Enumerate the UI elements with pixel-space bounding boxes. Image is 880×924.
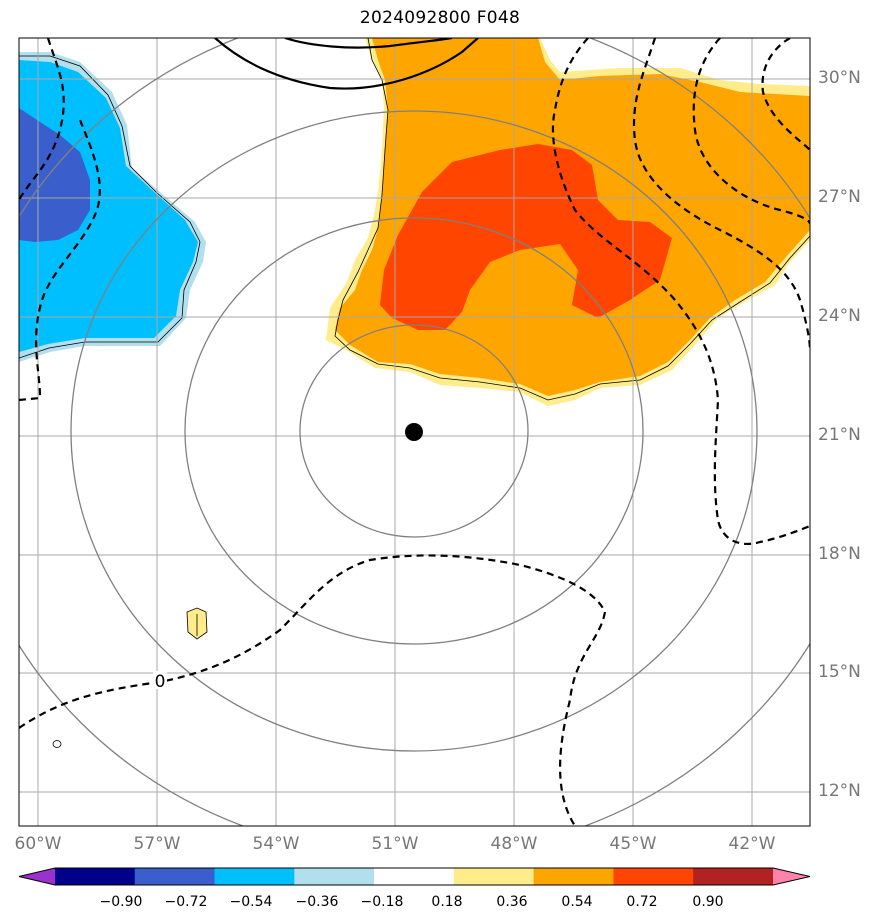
range-ring-2 xyxy=(184,217,644,645)
lat-label-15n: 15°N xyxy=(818,662,861,682)
range-ring-1 xyxy=(299,324,529,538)
positive-anomaly-red xyxy=(380,144,672,330)
colorbar-tick-label: −0.54 xyxy=(229,894,273,910)
lon-label-45w: 45°W xyxy=(609,834,657,854)
colorbar-segment xyxy=(613,868,694,885)
colorbar-segment xyxy=(453,868,535,885)
lat-gridlines xyxy=(19,78,810,793)
negative-anomaly-medium xyxy=(19,60,198,352)
colorbar-tick-label: 0.54 xyxy=(561,894,593,910)
colorbar-tick-label: −0.18 xyxy=(360,894,404,910)
colorbar-extend-low xyxy=(19,868,55,885)
lat-label-12n: 12°N xyxy=(818,781,861,801)
storm-center-marker xyxy=(405,423,423,441)
range-ring-3 xyxy=(70,110,758,752)
lon-label-54w: 54°W xyxy=(252,834,300,854)
lat-label-21n: 21°N xyxy=(818,425,861,445)
colorbar-outline xyxy=(18,867,811,886)
colorbar-segment xyxy=(55,868,136,885)
lon-label-42w: 42°W xyxy=(728,834,776,854)
colorbar-tick-label: 0.36 xyxy=(496,894,528,910)
negative-anomaly-outline xyxy=(19,55,201,359)
colorbar-segment xyxy=(374,868,455,885)
lat-label-30n: 30°N xyxy=(818,68,861,88)
colorbar-extend-high xyxy=(773,868,810,885)
colorbar-tick-label: 0.90 xyxy=(692,894,724,910)
lon-label-51w: 51°W xyxy=(371,834,419,854)
colorbar xyxy=(18,867,811,886)
negative-anomaly-dark xyxy=(19,108,90,242)
small-contour-loop xyxy=(52,740,62,748)
positive-anomaly-outline xyxy=(334,38,810,401)
colorbar-tick-label: 0.18 xyxy=(431,894,463,910)
lat-label-24n: 24°N xyxy=(818,306,861,326)
colorbar-segment xyxy=(214,868,295,885)
range-rings xyxy=(19,38,810,826)
dashed-contours xyxy=(19,38,810,826)
colorbar-tick-label: −0.36 xyxy=(295,894,339,910)
contour-label: 0 xyxy=(155,672,166,692)
lon-label-57w: 57°W xyxy=(133,834,181,854)
solid-contour-1 xyxy=(214,38,479,90)
lat-label-18n: 18°N xyxy=(818,544,861,564)
colorbar-segment xyxy=(533,868,614,885)
colorbar-segment xyxy=(134,868,216,885)
colorbar-tick-label: −0.72 xyxy=(164,894,208,910)
colorbar-segment xyxy=(294,868,375,885)
map-frame xyxy=(18,37,811,827)
solid-contour-2 xyxy=(284,38,453,49)
map-plot-area xyxy=(19,38,810,826)
map-title: 2024092800 F048 xyxy=(359,8,521,28)
colorbar-tick-label: −0.90 xyxy=(99,894,143,910)
lon-gridlines xyxy=(37,38,753,826)
lat-label-27n: 27°N xyxy=(818,187,861,207)
colorbar-tick-label: 0.72 xyxy=(626,894,658,910)
lon-label-60w: 60°W xyxy=(14,834,62,854)
colorbar-segment xyxy=(693,868,774,885)
lon-label-48w: 48°W xyxy=(490,834,538,854)
contour-label-bg xyxy=(153,671,167,689)
